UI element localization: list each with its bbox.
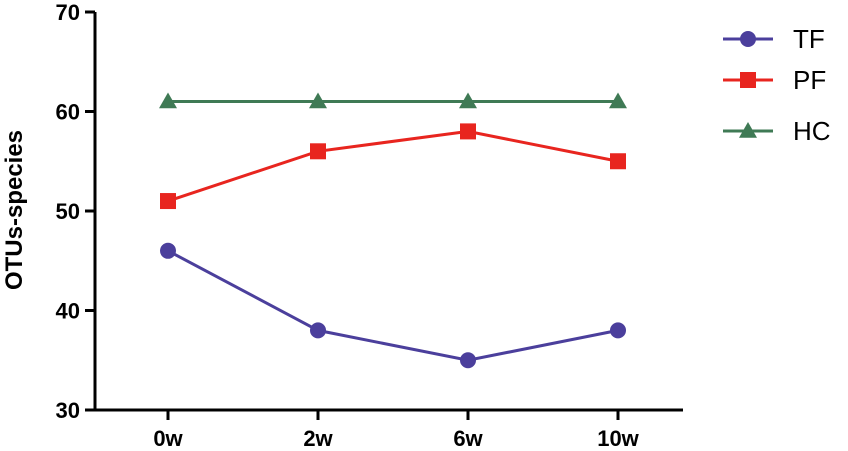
chart-legend: TF PF HC <box>723 24 831 146</box>
series-tf <box>160 242 626 369</box>
data-point-tf <box>460 352 476 369</box>
legend-item-pf: PF <box>723 65 826 95</box>
x-tick-label: 10w <box>597 426 639 451</box>
data-point-hc <box>159 92 177 109</box>
legend-label: TF <box>793 24 825 54</box>
legend-label: PF <box>793 65 826 95</box>
chart-axes <box>93 12 683 412</box>
series-pf <box>160 123 626 210</box>
x-tick-label: 0w <box>153 426 183 451</box>
y-tick-label: 40 <box>56 299 80 324</box>
legend-marker <box>739 122 757 138</box>
legend-item-tf: TF <box>723 24 825 54</box>
data-point-pf <box>310 143 326 160</box>
x-tick-label: 6w <box>453 426 483 451</box>
y-axis-title: OTUs-species <box>1 130 28 290</box>
series-hc <box>159 92 627 109</box>
data-point-pf <box>160 193 176 210</box>
y-tick-label: 70 <box>56 0 80 25</box>
chart-ticks: 30 40 50 60 70 0w 2w 6w 10w <box>56 0 640 451</box>
data-point-hc <box>459 92 477 109</box>
data-point-pf <box>460 123 476 140</box>
data-point-pf <box>610 153 626 170</box>
chart-series <box>159 92 627 369</box>
data-point-tf <box>160 242 176 259</box>
series-line-tf <box>167 249 619 362</box>
data-point-tf <box>610 322 626 339</box>
y-tick-label: 50 <box>56 199 80 224</box>
y-tick-label: 60 <box>56 100 80 125</box>
legend-marker <box>740 31 756 47</box>
data-point-hc <box>609 92 627 109</box>
legend-marker <box>740 72 756 88</box>
legend-label: HC <box>793 116 831 146</box>
data-point-tf <box>310 322 326 339</box>
legend-item-hc: HC <box>723 116 831 146</box>
data-point-hc <box>309 92 327 109</box>
series-line-pf <box>167 129 619 203</box>
x-tick-label: 2w <box>303 426 333 451</box>
y-tick-label: 30 <box>56 398 80 423</box>
